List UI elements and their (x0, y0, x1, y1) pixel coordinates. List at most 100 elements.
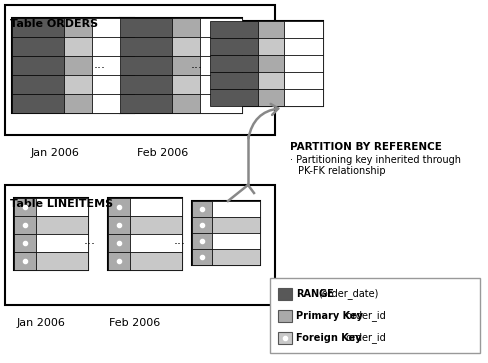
Bar (258, 21, 284, 38)
Bar (5, 185, 274, 305)
Bar (12, 56, 64, 75)
Bar (212, 217, 260, 233)
Text: ...: ... (174, 233, 185, 246)
Bar (92, 18, 134, 37)
Bar (212, 233, 260, 249)
Bar (284, 89, 323, 106)
Bar (284, 55, 323, 72)
Bar (64, 37, 92, 56)
Bar (36, 216, 88, 234)
Bar (192, 217, 212, 233)
Bar (92, 94, 134, 113)
Text: ...: ... (191, 58, 203, 72)
FancyArrowPatch shape (248, 104, 278, 138)
Bar (120, 56, 172, 75)
Bar (258, 38, 284, 55)
Text: Foreign Key order_id: Foreign Key order_id (295, 333, 395, 343)
Bar (120, 75, 172, 94)
Bar (108, 198, 182, 270)
Bar (5, 5, 274, 135)
Text: order_id: order_id (343, 333, 385, 343)
Bar (209, 55, 258, 72)
Bar (120, 37, 172, 56)
Text: Primary Key order_id: Primary Key order_id (295, 311, 397, 322)
Bar (12, 94, 64, 113)
Text: Jan 2006: Jan 2006 (30, 148, 79, 158)
Bar (200, 37, 242, 56)
Bar (14, 252, 36, 270)
Bar (258, 55, 284, 72)
Bar (130, 252, 182, 270)
Text: ...: ... (84, 233, 96, 246)
Text: PARTITION BY REFERENCE: PARTITION BY REFERENCE (289, 142, 441, 152)
Bar (258, 72, 284, 89)
Bar (192, 249, 212, 265)
Text: Jan 2006: Jan 2006 (17, 318, 65, 328)
Bar (212, 201, 260, 217)
Bar (172, 94, 200, 113)
Bar (209, 38, 258, 55)
Bar (120, 18, 242, 113)
Bar (12, 18, 64, 37)
Bar (172, 18, 200, 37)
Text: (order_date): (order_date) (317, 289, 378, 299)
Bar (200, 56, 242, 75)
Text: PK-FK relationship: PK-FK relationship (297, 166, 385, 176)
Bar (209, 21, 323, 106)
Bar (108, 252, 130, 270)
Bar (14, 234, 36, 252)
Bar (12, 18, 134, 113)
Bar (12, 75, 64, 94)
Bar (209, 89, 258, 106)
Bar (120, 94, 172, 113)
Text: ...: ... (94, 58, 106, 72)
Bar (12, 37, 64, 56)
Bar (36, 198, 88, 216)
Bar (14, 216, 36, 234)
Text: order_id: order_id (343, 311, 385, 322)
Text: Feb 2006: Feb 2006 (137, 148, 188, 158)
Bar (64, 18, 92, 37)
Bar (130, 216, 182, 234)
Bar (130, 198, 182, 216)
Text: Foreign Key: Foreign Key (295, 333, 361, 343)
Bar (192, 201, 260, 265)
Bar (278, 288, 291, 300)
Bar (108, 198, 130, 216)
Bar (269, 278, 479, 353)
Text: RANGE: RANGE (295, 289, 333, 299)
Bar (108, 234, 130, 252)
Bar (120, 18, 172, 37)
Bar (64, 56, 92, 75)
Bar (258, 89, 284, 106)
Bar (130, 234, 182, 252)
Text: Table ORDERS: Table ORDERS (10, 19, 98, 29)
Bar (14, 198, 88, 270)
Bar (200, 94, 242, 113)
Bar (36, 234, 88, 252)
Text: Table LINEITEMS: Table LINEITEMS (10, 199, 113, 209)
Bar (172, 75, 200, 94)
Bar (278, 310, 291, 322)
Bar (36, 252, 88, 270)
Bar (209, 72, 258, 89)
Bar (209, 21, 258, 38)
Bar (64, 75, 92, 94)
Bar (212, 249, 260, 265)
Bar (200, 75, 242, 94)
Bar (64, 94, 92, 113)
Bar (172, 56, 200, 75)
Bar (192, 201, 212, 217)
Bar (108, 216, 130, 234)
Bar (284, 38, 323, 55)
Text: Primary Key: Primary Key (295, 311, 362, 321)
Bar (172, 37, 200, 56)
Bar (92, 75, 134, 94)
Bar (284, 21, 323, 38)
Bar (200, 18, 242, 37)
Bar (92, 56, 134, 75)
Bar (92, 37, 134, 56)
Bar (278, 332, 291, 344)
Text: · Partitioning key inherited through: · Partitioning key inherited through (289, 155, 460, 165)
Text: Feb 2006: Feb 2006 (109, 318, 160, 328)
